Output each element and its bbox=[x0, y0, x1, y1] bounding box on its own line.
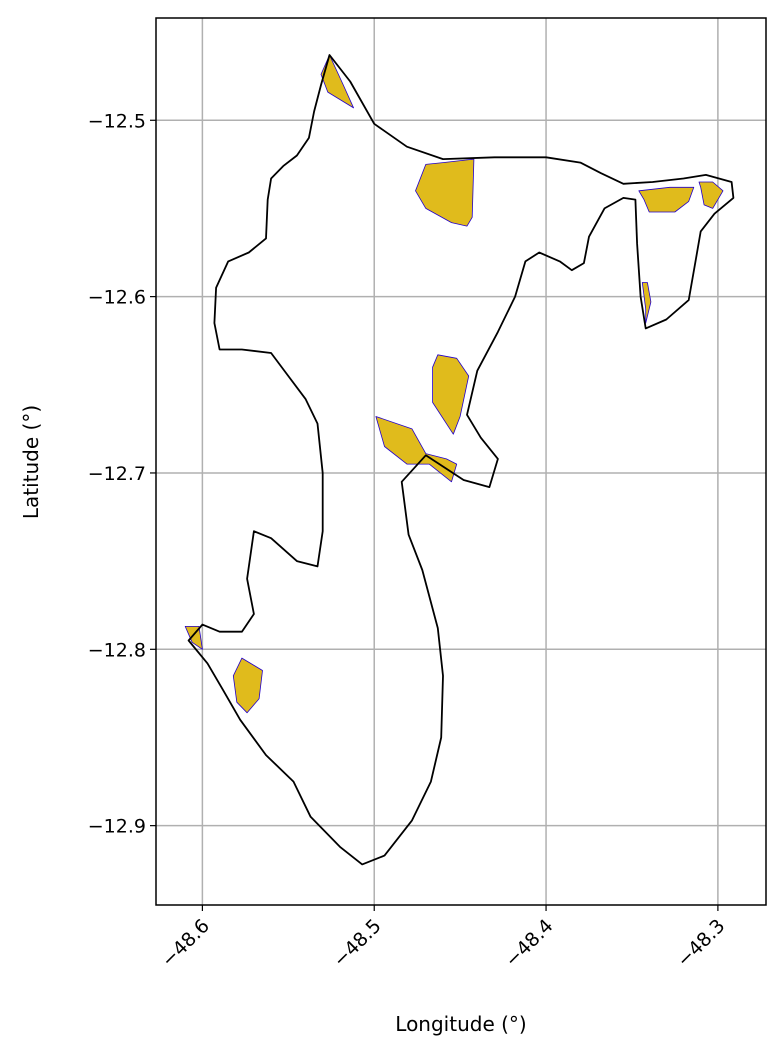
plot-frame bbox=[155, 17, 767, 906]
land-patch-4 bbox=[698, 181, 724, 209]
region-boundary bbox=[187, 54, 735, 866]
map-layer bbox=[184, 54, 735, 866]
land-patch-3 bbox=[638, 186, 695, 213]
y-tick-label: −12.5 bbox=[88, 110, 146, 132]
y-axis-title: Latitude (°) bbox=[19, 405, 43, 519]
land-patch-1 bbox=[320, 54, 354, 109]
y-tick-label: −12.8 bbox=[88, 639, 146, 661]
land-patch-6 bbox=[432, 354, 470, 435]
land-patch-2 bbox=[415, 158, 475, 227]
y-tick-label: −12.7 bbox=[88, 463, 146, 485]
land-patch-5 bbox=[641, 282, 652, 324]
gridlines bbox=[156, 18, 766, 905]
land-patch-9 bbox=[184, 626, 203, 650]
y-tick-label: −12.9 bbox=[88, 816, 146, 838]
x-axis-title: Longitude (°) bbox=[395, 1012, 526, 1036]
y-tick-label: −12.6 bbox=[88, 287, 146, 309]
land-patch-8 bbox=[232, 657, 263, 714]
